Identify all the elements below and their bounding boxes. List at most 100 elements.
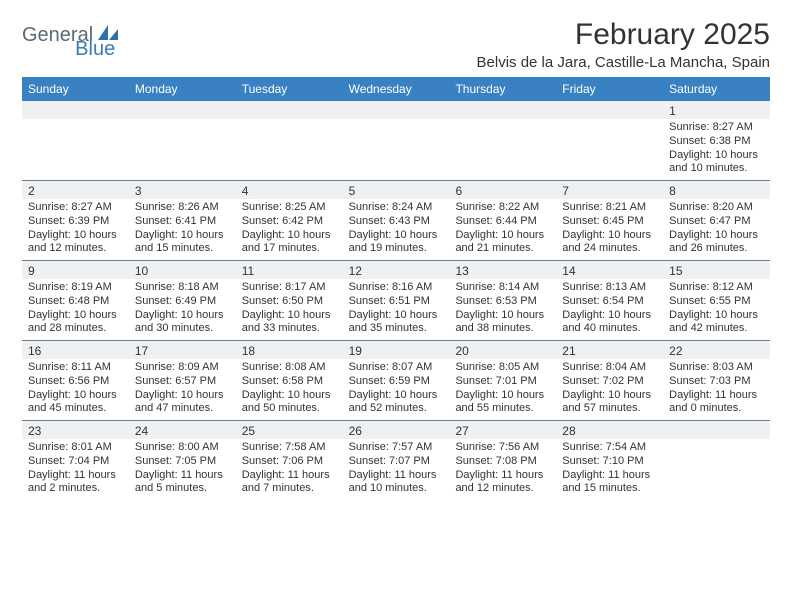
day-number-cell: 1 [663,101,770,119]
day-number-cell: 2 [22,181,129,199]
day-detail-cell: Sunrise: 8:20 AM Sunset: 6:47 PM Dayligh… [663,199,770,260]
day-detail-cell: Sunrise: 8:27 AM Sunset: 6:38 PM Dayligh… [663,119,770,180]
day-detail-cell: Sunrise: 8:25 AM Sunset: 6:42 PM Dayligh… [236,199,343,260]
day-detail-cell [22,119,129,180]
day-detail-cell: Sunrise: 8:14 AM Sunset: 6:53 PM Dayligh… [449,279,556,340]
day-number-row: 2345678 [22,181,770,199]
day-detail-cell: Sunrise: 8:18 AM Sunset: 6:49 PM Dayligh… [129,279,236,340]
day-header-cell: Thursday [449,77,556,101]
page-title: February 2025 [477,18,770,52]
day-detail-cell: Sunrise: 8:11 AM Sunset: 6:56 PM Dayligh… [22,359,129,420]
day-detail-row: Sunrise: 8:27 AM Sunset: 6:39 PM Dayligh… [22,199,770,260]
day-number-cell: 7 [556,181,663,199]
day-detail-cell: Sunrise: 8:17 AM Sunset: 6:50 PM Dayligh… [236,279,343,340]
day-number-row: 1 [22,101,770,119]
day-number-cell [556,101,663,119]
day-number-cell: 6 [449,181,556,199]
day-number-cell: 26 [343,421,450,439]
day-number-cell: 10 [129,261,236,279]
week-block: 9101112131415Sunrise: 8:19 AM Sunset: 6:… [22,260,770,340]
day-detail-cell [343,119,450,180]
day-detail-cell: Sunrise: 7:54 AM Sunset: 7:10 PM Dayligh… [556,439,663,500]
week-block: 16171819202122Sunrise: 8:11 AM Sunset: 6… [22,340,770,420]
weeks-container: 1Sunrise: 8:27 AM Sunset: 6:38 PM Daylig… [22,101,770,500]
day-header-cell: Wednesday [343,77,450,101]
day-number-cell: 25 [236,421,343,439]
day-detail-cell: Sunrise: 8:24 AM Sunset: 6:43 PM Dayligh… [343,199,450,260]
day-detail-row: Sunrise: 8:01 AM Sunset: 7:04 PM Dayligh… [22,439,770,500]
day-number-row: 16171819202122 [22,341,770,359]
day-detail-cell: Sunrise: 8:27 AM Sunset: 6:39 PM Dayligh… [22,199,129,260]
day-detail-cell: Sunrise: 8:12 AM Sunset: 6:55 PM Dayligh… [663,279,770,340]
day-header-cell: Tuesday [236,77,343,101]
day-detail-cell [129,119,236,180]
day-detail-cell [236,119,343,180]
day-number-cell: 12 [343,261,450,279]
title-block: February 2025 Belvis de la Jara, Castill… [477,18,770,71]
day-detail-cell: Sunrise: 8:26 AM Sunset: 6:41 PM Dayligh… [129,199,236,260]
day-header-cell: Friday [556,77,663,101]
day-detail-row: Sunrise: 8:19 AM Sunset: 6:48 PM Dayligh… [22,279,770,340]
week-block: 232425262728 Sunrise: 8:01 AM Sunset: 7:0… [22,420,770,500]
day-number-cell [449,101,556,119]
day-detail-cell: Sunrise: 8:16 AM Sunset: 6:51 PM Dayligh… [343,279,450,340]
day-number-row: 9101112131415 [22,261,770,279]
calendar: Sunday Monday Tuesday Wednesday Thursday… [22,77,770,500]
day-detail-cell: Sunrise: 7:57 AM Sunset: 7:07 PM Dayligh… [343,439,450,500]
day-number-cell: 4 [236,181,343,199]
day-number-cell: 17 [129,341,236,359]
day-number-cell: 20 [449,341,556,359]
day-detail-row: Sunrise: 8:27 AM Sunset: 6:38 PM Dayligh… [22,119,770,180]
day-detail-cell: Sunrise: 8:19 AM Sunset: 6:48 PM Dayligh… [22,279,129,340]
day-number-cell: 16 [22,341,129,359]
day-number-cell: 8 [663,181,770,199]
day-detail-cell: Sunrise: 8:04 AM Sunset: 7:02 PM Dayligh… [556,359,663,420]
day-detail-cell: Sunrise: 7:56 AM Sunset: 7:08 PM Dayligh… [449,439,556,500]
day-number-cell: 14 [556,261,663,279]
day-header-cell: Monday [129,77,236,101]
week-block: 1Sunrise: 8:27 AM Sunset: 6:38 PM Daylig… [22,101,770,180]
day-number-cell: 24 [129,421,236,439]
day-number-cell: 19 [343,341,450,359]
day-detail-cell: Sunrise: 8:00 AM Sunset: 7:05 PM Dayligh… [129,439,236,500]
day-number-cell: 11 [236,261,343,279]
week-block: 2345678Sunrise: 8:27 AM Sunset: 6:39 PM … [22,180,770,260]
day-number-cell [129,101,236,119]
day-detail-cell: Sunrise: 7:58 AM Sunset: 7:06 PM Dayligh… [236,439,343,500]
header: General Blue February 2025 Belvis de la … [22,18,770,71]
day-detail-cell: Sunrise: 8:08 AM Sunset: 6:58 PM Dayligh… [236,359,343,420]
day-number-cell: 18 [236,341,343,359]
day-detail-cell: Sunrise: 8:01 AM Sunset: 7:04 PM Dayligh… [22,439,129,500]
day-number-cell: 15 [663,261,770,279]
day-detail-cell: Sunrise: 8:05 AM Sunset: 7:01 PM Dayligh… [449,359,556,420]
logo-text-blue: Blue [75,38,115,61]
day-number-cell: 27 [449,421,556,439]
day-detail-cell: Sunrise: 8:22 AM Sunset: 6:44 PM Dayligh… [449,199,556,260]
day-number-cell [343,101,450,119]
day-number-cell: 5 [343,181,450,199]
day-number-cell [236,101,343,119]
day-detail-cell: Sunrise: 8:09 AM Sunset: 6:57 PM Dayligh… [129,359,236,420]
day-number-cell: 23 [22,421,129,439]
day-detail-cell: Sunrise: 8:21 AM Sunset: 6:45 PM Dayligh… [556,199,663,260]
day-detail-row: Sunrise: 8:11 AM Sunset: 6:56 PM Dayligh… [22,359,770,420]
day-detail-cell [449,119,556,180]
day-number-cell: 3 [129,181,236,199]
location-subtitle: Belvis de la Jara, Castille-La Mancha, S… [477,54,770,71]
day-number-cell [663,421,770,439]
day-number-cell: 13 [449,261,556,279]
day-number-cell: 9 [22,261,129,279]
day-header-row: Sunday Monday Tuesday Wednesday Thursday… [22,77,770,101]
day-detail-cell: Sunrise: 8:07 AM Sunset: 6:59 PM Dayligh… [343,359,450,420]
logo: General Blue [22,24,161,47]
day-detail-cell: Sunrise: 8:13 AM Sunset: 6:54 PM Dayligh… [556,279,663,340]
day-number-cell [22,101,129,119]
day-detail-cell [663,439,770,500]
day-detail-cell [556,119,663,180]
day-number-cell: 28 [556,421,663,439]
day-detail-cell: Sunrise: 8:03 AM Sunset: 7:03 PM Dayligh… [663,359,770,420]
day-number-cell: 22 [663,341,770,359]
day-header-cell: Saturday [663,77,770,101]
day-number-cell: 21 [556,341,663,359]
day-header-cell: Sunday [22,77,129,101]
